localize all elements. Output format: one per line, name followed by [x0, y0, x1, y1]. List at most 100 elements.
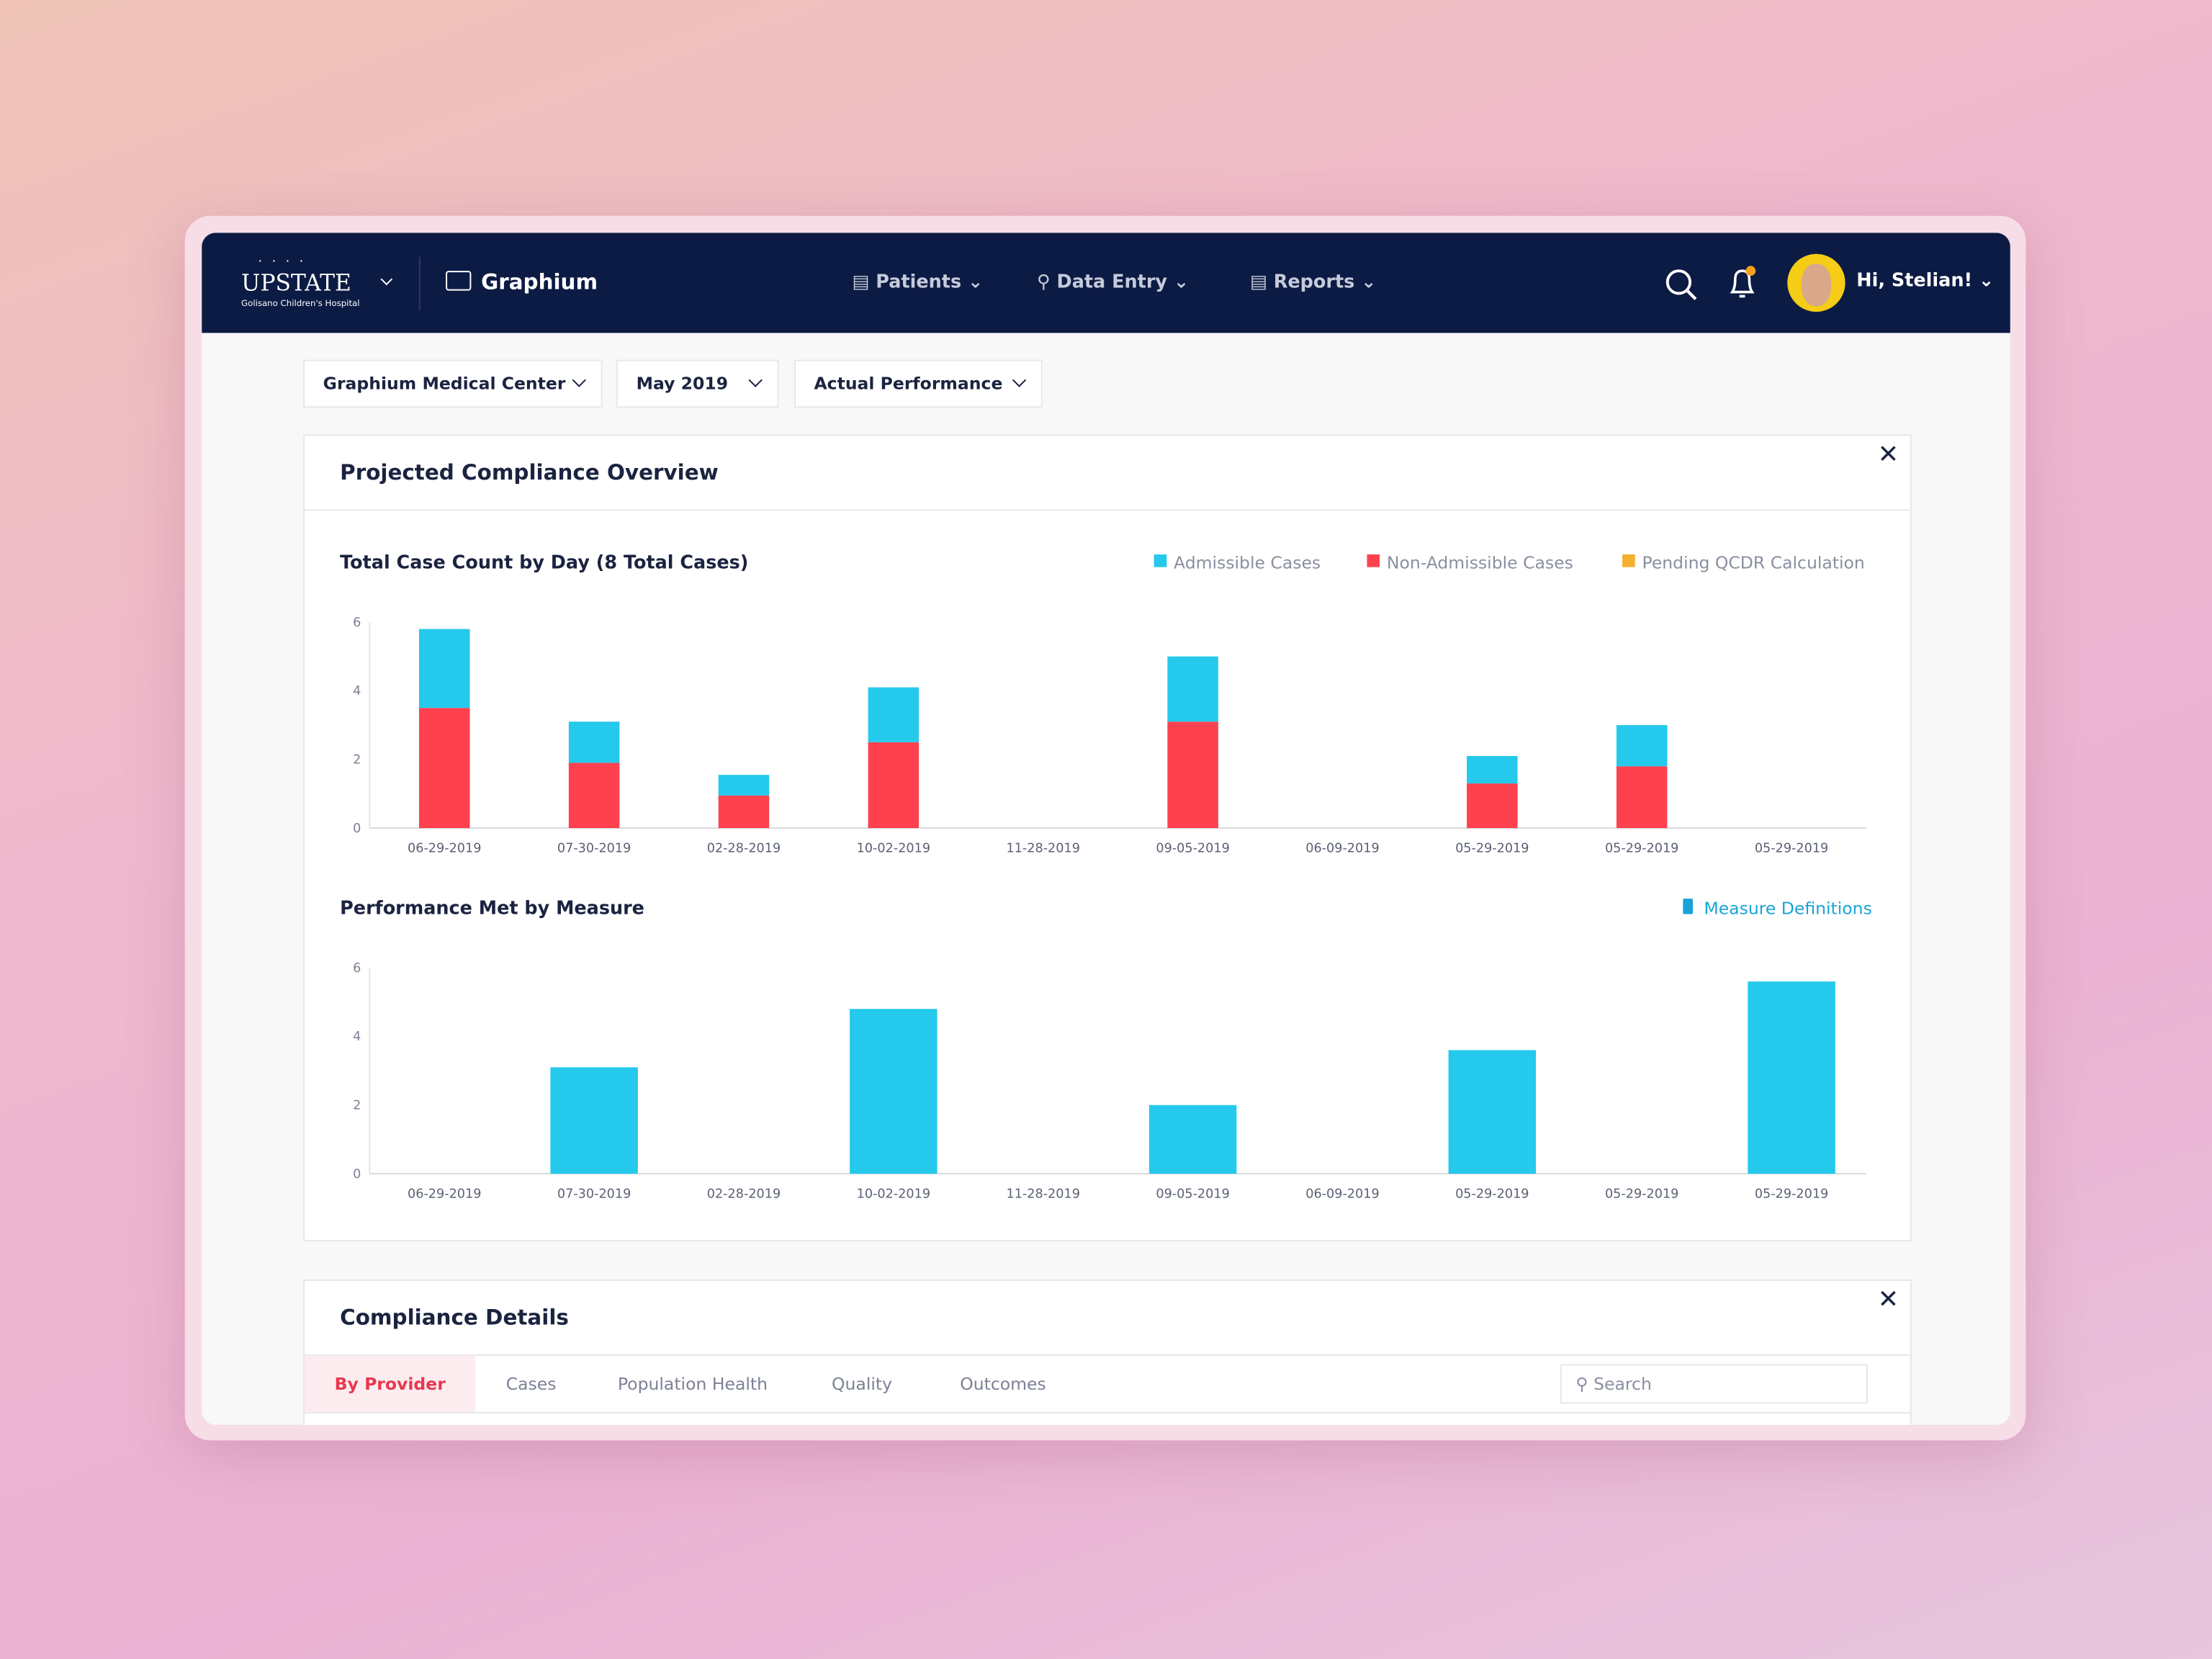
y-tick-label: 2	[353, 1099, 361, 1113]
x-tick-label: 05-29-2019	[1605, 841, 1678, 855]
x-tick-label: 05-29-2019	[1455, 1187, 1529, 1201]
nav-bar: · · · · UPSTATE Golisano Children's Hosp…	[202, 233, 2010, 333]
menu-item[interactable]: ▤ Reports ⌄	[1249, 272, 1377, 294]
x-tick-label: 11-28-2019	[1006, 841, 1079, 855]
close-button[interactable]: ✕	[1877, 1285, 1899, 1315]
tab[interactable]: Quality	[832, 1374, 893, 1394]
x-tick-label: 07-30-2019	[557, 841, 631, 855]
y-tick-label: 6	[353, 961, 361, 976]
bar-segment	[1167, 656, 1218, 722]
x-tick-label: 06-09-2019	[1305, 841, 1379, 855]
menu-label: Reports	[1273, 272, 1355, 294]
chart-title: Total Case Count by Day (8 Total Cases)	[340, 552, 748, 574]
legend-item[interactable]: Non-Admissible Cases	[1367, 553, 1573, 573]
filter-dropdown[interactable]: Graphium Medical Center	[303, 359, 603, 408]
x-tick-label: 06-29-2019	[408, 1187, 481, 1201]
menu-label: Patients	[876, 272, 962, 294]
legend-swatch	[1367, 554, 1380, 567]
search-icon[interactable]	[1663, 266, 1700, 303]
bar-segment	[418, 708, 470, 829]
legend-swatch	[1154, 554, 1167, 567]
bar-segment	[718, 775, 770, 796]
bar-segment	[1616, 766, 1668, 829]
search-box[interactable]: ⚲ Search	[1560, 1364, 1868, 1404]
legend-swatch	[1622, 554, 1635, 567]
tab-bar: By Provider Cases Population Health Quality…	[305, 1355, 1910, 1414]
x-tick-label: 05-29-2019	[1455, 841, 1529, 855]
bar	[1148, 1105, 1237, 1174]
tab[interactable]: By Provider	[305, 1355, 476, 1413]
bar	[1748, 981, 1835, 1174]
bar-segment	[568, 763, 620, 829]
divider	[305, 509, 1910, 511]
bar-segment	[1616, 725, 1668, 767]
divider	[305, 1354, 1910, 1356]
legend-label: Non-Admissible Cases	[1387, 553, 1573, 573]
x-tick-label: 10-02-2019	[857, 841, 930, 855]
app-icon	[446, 271, 472, 291]
bell-icon[interactable]	[1725, 264, 1762, 303]
bar-segment	[568, 721, 620, 763]
panel-title: Compliance Details	[340, 1305, 569, 1331]
bar	[550, 1067, 638, 1174]
legend-label: Pending QCDR Calculation	[1642, 553, 1864, 573]
search-placeholder: Search	[1593, 1374, 1652, 1394]
bar-segment	[868, 687, 920, 742]
greeting[interactable]: Hi, Stelian! ⌄	[1856, 271, 1995, 292]
x-tick-label: 10-02-2019	[857, 1187, 930, 1201]
avatar[interactable]	[1787, 253, 1845, 312]
bar-segment	[1167, 721, 1218, 829]
app-name[interactable]: Graphium	[481, 269, 598, 295]
filter-label: May 2019	[636, 374, 729, 394]
legend-item[interactable]: Admissible Cases	[1154, 553, 1321, 573]
x-tick-label: 11-28-2019	[1006, 1187, 1079, 1201]
x-tick-label: 07-30-2019	[557, 1187, 631, 1201]
filter-label: Actual Performance	[814, 374, 1003, 394]
x-tick-label: 02-28-2019	[707, 841, 781, 855]
tab[interactable]: Cases	[505, 1374, 557, 1394]
y-tick-label: 2	[353, 753, 361, 768]
menu-item[interactable]: ⚲ Data Entry ⌄	[1037, 272, 1190, 294]
bar-segment	[718, 795, 770, 829]
y-tick-label: 6	[353, 616, 361, 630]
bar	[1448, 1050, 1537, 1174]
legend-label: Admissible Cases	[1174, 553, 1321, 573]
x-tick-label: 05-29-2019	[1605, 1187, 1678, 1201]
filter-dropdown[interactable]: May 2019	[616, 359, 779, 408]
x-tick-label: 06-09-2019	[1305, 1187, 1379, 1201]
brand-sub: Golisano Children's Hospital	[241, 299, 360, 310]
filter-dropdown[interactable]: Actual Performance	[794, 359, 1043, 408]
y-tick-label: 0	[353, 1167, 361, 1182]
tab[interactable]: Outcomes	[960, 1374, 1046, 1394]
tab[interactable]: Population Health	[617, 1374, 768, 1394]
bar	[850, 1009, 938, 1174]
y-tick-label: 0	[353, 822, 361, 836]
menu-label: Data Entry	[1056, 272, 1167, 294]
details-panel: Compliance Details ✕ By Provider Cases Pop…	[303, 1279, 1912, 1425]
bar-segment	[868, 742, 920, 829]
y-tick-label: 4	[353, 684, 361, 698]
panel-title: Projected Compliance Overview	[340, 459, 719, 485]
x-tick-label: 05-29-2019	[1755, 1187, 1828, 1201]
x-tick-label: 09-05-2019	[1156, 841, 1229, 855]
close-button[interactable]: ✕	[1877, 440, 1899, 470]
x-tick-label: 06-29-2019	[408, 841, 481, 855]
brand: UPSTATE	[241, 269, 351, 297]
x-tick-label: 02-28-2019	[707, 1187, 781, 1201]
y-tick-label: 4	[353, 1030, 361, 1044]
greeting-text: Hi, Stelian!	[1856, 271, 1973, 292]
menu-item[interactable]: ▤ Patients ⌄	[852, 272, 984, 294]
divider	[418, 256, 421, 311]
x-tick-label: 09-05-2019	[1156, 1187, 1229, 1201]
x-tick-label: 05-29-2019	[1755, 841, 1828, 855]
logo[interactable]: · · · · UPSTATE Golisano Children's Hosp…	[241, 255, 360, 310]
chart-title: Performance Met by Measure	[340, 898, 644, 920]
bar-segment	[1467, 783, 1518, 829]
filter-label: Graphium Medical Center	[323, 374, 566, 394]
measure-definitions-link[interactable]: Measure Definitions	[1704, 899, 1871, 919]
bar-segment	[418, 629, 470, 709]
legend-item[interactable]: Pending QCDR Calculation	[1622, 553, 1865, 573]
